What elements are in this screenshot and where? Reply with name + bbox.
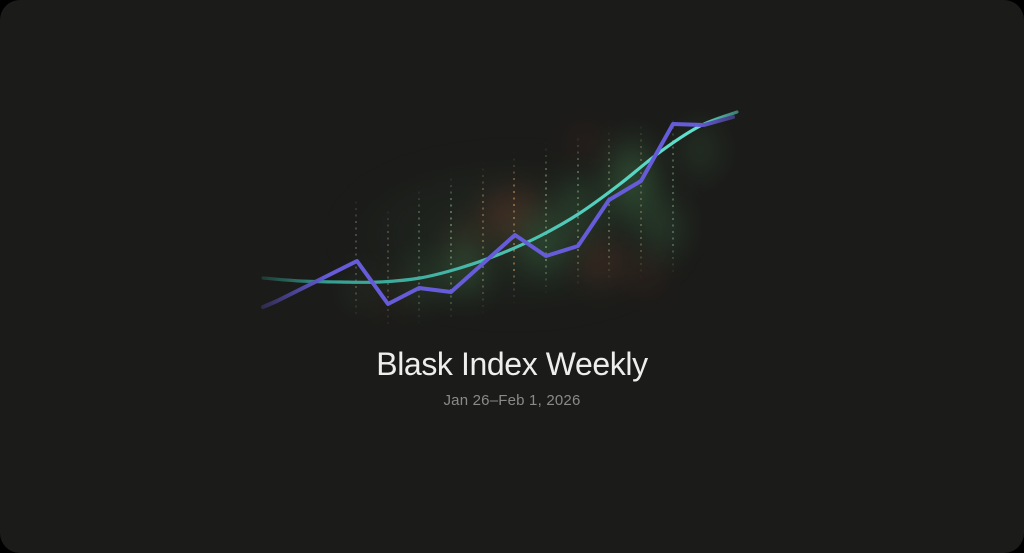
wick-gridline [450, 172, 452, 322]
wick-gridline [482, 162, 484, 315]
candle-glow [609, 232, 681, 312]
wick-gridline [513, 152, 515, 305]
candle-glow [424, 213, 504, 323]
candle-glow [495, 183, 591, 303]
candle-glow [546, 109, 626, 177]
candle-glow [260, 120, 770, 350]
wick-gridline [355, 195, 357, 320]
page-title: Blask Index Weekly [376, 346, 648, 382]
wick-gridline [640, 120, 642, 280]
chart-lines-svg [261, 110, 739, 309]
title-block: Blask Index Weekly Jan 26–Feb 1, 2026 [0, 346, 1024, 409]
candle-glow [498, 165, 558, 245]
chart-lines [240, 88, 760, 350]
wick-gridline [672, 114, 674, 278]
candle-glow [662, 96, 738, 204]
page-subtitle: Jan 26–Feb 1, 2026 [443, 391, 581, 409]
candle-glow [376, 234, 466, 330]
wick-gridline [387, 205, 389, 330]
wick-gridline [418, 185, 420, 325]
candle-glow [621, 166, 705, 286]
wick-gridline [545, 142, 547, 296]
candle-glow [584, 105, 680, 255]
wick-gridline [577, 132, 579, 290]
candle-glow [323, 247, 403, 331]
trend-line [261, 110, 739, 284]
index-line [261, 115, 735, 309]
candle-glow [462, 165, 546, 269]
candle-glow [349, 257, 433, 333]
wick-gridline [608, 126, 610, 284]
candle-glow [555, 216, 647, 308]
candle-glow [536, 147, 620, 267]
candle-glow [431, 196, 495, 276]
